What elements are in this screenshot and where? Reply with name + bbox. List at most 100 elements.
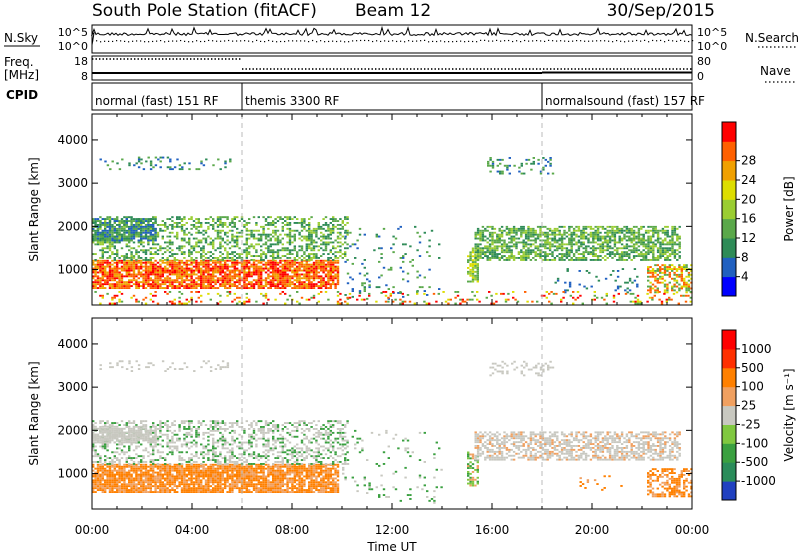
heatmap-cell [291,249,294,252]
heatmap-cell [298,263,301,266]
heatmap-cell [312,241,316,244]
heatmap-cell [207,271,210,274]
nsearch-dot [280,40,282,43]
heatmap-cell [200,300,203,303]
heatmap-cell [613,237,617,240]
heatmap-cell [255,229,258,232]
heatmap-cell [647,245,650,248]
heatmap-cell [176,273,179,276]
heatmap-cell [101,467,104,470]
heatmap-cell [522,255,525,257]
heatmap-cell [284,255,287,257]
heatmap-cell [308,257,311,259]
heatmap-cell [183,275,186,278]
heatmap-cell [529,243,533,246]
heatmap-cell [310,233,313,236]
heatmap-cell [221,237,224,240]
heatmap-cell [236,285,239,287]
heatmap-cell [154,222,157,224]
heatmap-cell [144,253,148,255]
heatmap-cell [639,300,642,303]
heatmap-cell [315,253,318,255]
heatmap-cell [197,218,200,220]
heatmap-cell [296,271,299,274]
freq-point [172,58,174,60]
heatmap-cell [120,229,124,232]
heatmap-cell [601,225,605,228]
heatmap-cell [544,225,547,228]
heatmap-cell [293,249,296,252]
heatmap-cell [288,237,292,240]
nsearch-dot [676,40,678,42]
heatmap-cell [652,241,655,244]
heatmap-cell [216,302,220,305]
heatmap-cell [166,287,169,289]
heatmap-cell [173,225,176,228]
heatmap-cell [512,296,515,299]
heatmap-cell [101,257,104,259]
heatmap-cell [418,274,422,277]
heatmap-cell [493,227,497,230]
heatmap-cell [291,253,294,255]
heatmap-cell [550,302,553,305]
heatmap-cell [661,275,664,278]
heatmap-cell [281,275,284,278]
nsearch-dot [508,39,510,42]
heatmap-cell [329,233,332,236]
heatmap-cell [611,227,614,230]
heatmap-cell [566,270,569,272]
heatmap-cell [625,227,629,230]
heatmap-cell [336,291,340,293]
heatmap-cell [245,267,248,270]
heatmap-cell [154,269,157,272]
heatmap-cell [363,288,366,290]
heatmap-cell [546,241,549,244]
heatmap-cell [471,259,475,262]
heatmap-cell [144,283,148,286]
heatmap-cell [489,158,492,161]
heatmap-cell [231,271,234,274]
heatmap-cell [358,290,362,292]
heatmap-cell [635,255,638,257]
heatmap-cell [204,231,208,234]
heatmap-cell [147,273,150,276]
colorbar-frame [721,121,737,297]
heatmap-cell [166,271,169,274]
heatmap-cell [152,283,155,286]
nsearch-dot [108,40,110,43]
heatmap-cell [541,251,545,254]
nsearch-dot [136,40,138,42]
heatmap-cell [161,253,164,255]
heatmap-cell [392,286,395,289]
heatmap-cell [197,271,200,274]
heatmap-cell [324,259,328,262]
nsearch-dot [656,40,658,42]
heatmap-cell [228,265,232,268]
heatmap-cell [286,285,289,287]
heatmap-cell [96,231,100,234]
heatmap-cell [178,216,181,219]
heatmap-cell [640,243,643,246]
heatmap-cell [640,237,643,240]
heatmap-cell [125,255,128,257]
heatmap-cell [125,231,128,234]
heatmap-cell [317,277,320,280]
heatmap-cell [649,245,653,248]
heatmap-cell [539,227,542,230]
freq-point [280,68,282,70]
heatmap-cell [298,273,301,276]
heatmap-cell [137,156,141,159]
heatmap-cell [368,294,371,297]
heatmap-cell [224,222,227,224]
heatmap-cell [116,487,119,490]
nsearch-dot [516,40,518,42]
heatmap-cell [108,475,112,478]
heatmap-cell [296,277,299,280]
heatmap-cell [689,296,692,299]
heatmap-cell [176,218,179,220]
heatmap-cell [308,239,311,242]
heatmap-cell [216,220,220,222]
heatmap-cell [116,239,119,242]
heatmap-cell [178,249,181,252]
heatmap-cell [685,289,688,292]
